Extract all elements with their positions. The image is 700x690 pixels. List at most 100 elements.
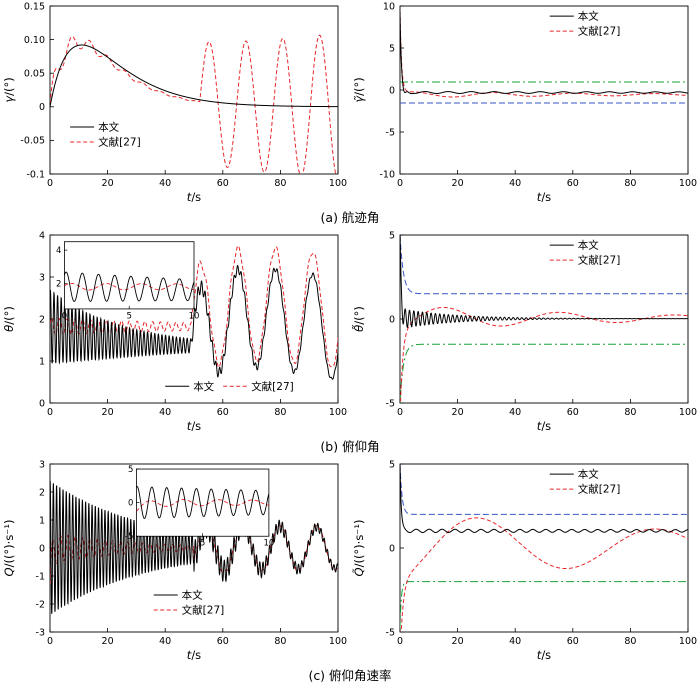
plot-theta: 0 20 40 60 80 100 0 1 2 3 4 t/s θ/(°) 0 5 10 2 4 本文 文献[27] xyxy=(0,229,350,437)
svg-text:100: 100 xyxy=(679,178,697,189)
svg-text:0.10: 0.10 xyxy=(24,35,45,46)
figure-row-pitch-angle: 0 20 40 60 80 100 0 1 2 3 4 t/s θ/(°) 0 5 10 2 4 本文 文献[27] … xyxy=(0,229,700,458)
svg-text:0: 0 xyxy=(397,636,403,647)
svg-text:2: 2 xyxy=(39,314,45,325)
svg-text:t/s: t/s xyxy=(187,419,201,433)
svg-text:0: 0 xyxy=(47,407,53,418)
svg-text:t/s: t/s xyxy=(187,648,201,662)
svg-text:γ̃/(°): γ̃/(°) xyxy=(352,77,366,102)
svg-text:5: 5 xyxy=(389,43,395,54)
svg-text:20: 20 xyxy=(452,636,464,647)
svg-text:3: 3 xyxy=(39,272,45,283)
svg-text:0.15: 0.15 xyxy=(24,1,45,12)
svg-text:10: 10 xyxy=(263,539,274,549)
svg-text:100: 100 xyxy=(329,636,347,647)
svg-text:10: 10 xyxy=(189,311,200,321)
svg-text:t/s: t/s xyxy=(187,190,201,204)
svg-text:10: 10 xyxy=(383,1,395,12)
svg-text:60: 60 xyxy=(217,178,229,189)
svg-text:40: 40 xyxy=(509,636,521,647)
svg-text:0: 0 xyxy=(39,543,45,554)
svg-text:4: 4 xyxy=(39,230,45,241)
svg-text:100: 100 xyxy=(329,407,347,418)
svg-text:5: 5 xyxy=(126,311,131,321)
row-caption-c: (c) 俯仰角速率 xyxy=(308,668,392,683)
svg-text:-2: -2 xyxy=(36,599,45,610)
svg-text:t/s: t/s xyxy=(537,419,551,433)
svg-text:γ/(°): γ/(°) xyxy=(2,77,16,102)
svg-text:文献[27]: 文献[27] xyxy=(98,136,141,149)
svg-text:t/s: t/s xyxy=(537,648,551,662)
svg-text:0: 0 xyxy=(397,178,403,189)
svg-text:文献[27]: 文献[27] xyxy=(251,380,294,393)
svg-text:文献[27]: 文献[27] xyxy=(578,254,621,267)
svg-text:0: 0 xyxy=(47,636,53,647)
svg-text:本文: 本文 xyxy=(578,468,599,481)
svg-text:0: 0 xyxy=(39,398,45,409)
plot-gamma-error: 0 20 40 60 80 100 -10 -5 0 5 10 t/s γ̃/(°) 本文 文献[27] xyxy=(350,0,700,208)
svg-text:本文: 本文 xyxy=(578,239,599,252)
svg-text:80: 80 xyxy=(274,178,286,189)
svg-text:80: 80 xyxy=(274,636,286,647)
svg-text:2: 2 xyxy=(56,280,61,290)
svg-text:5: 5 xyxy=(128,465,133,475)
svg-text:5: 5 xyxy=(200,539,205,549)
svg-text:-5: -5 xyxy=(386,398,395,409)
svg-text:0: 0 xyxy=(62,311,67,321)
svg-text:60: 60 xyxy=(567,636,579,647)
svg-text:-3: -3 xyxy=(36,627,45,638)
svg-text:0: 0 xyxy=(39,102,45,113)
svg-text:Q̃/((°)·s⁻¹): Q̃/((°)·s⁻¹) xyxy=(352,520,366,577)
svg-text:θ/(°): θ/(°) xyxy=(2,306,16,332)
svg-text:5: 5 xyxy=(389,459,395,470)
figure-row-pitch-rate: 0 20 40 60 80 100 -3 -2 -1 0 1 2 3 t/s Q/((°)·s⁻¹) 5 10 -… xyxy=(0,458,700,687)
svg-text:20: 20 xyxy=(452,178,464,189)
svg-text:20: 20 xyxy=(102,178,114,189)
svg-text:60: 60 xyxy=(567,407,579,418)
svg-text:40: 40 xyxy=(509,407,521,418)
svg-text:本文: 本文 xyxy=(578,10,599,23)
svg-text:40: 40 xyxy=(159,636,171,647)
svg-text:-0.05: -0.05 xyxy=(20,136,45,147)
svg-text:100: 100 xyxy=(679,636,697,647)
svg-text:80: 80 xyxy=(624,407,636,418)
svg-text:40: 40 xyxy=(509,178,521,189)
chart-canvas: 0 20 40 60 80 100 -0.1 -0.05 0 0.05 0.10 0.15 t/s γ/(… xyxy=(2,1,347,204)
svg-text:Q/((°)·s⁻¹): Q/((°)·s⁻¹) xyxy=(2,520,16,577)
plot-gamma: 0 20 40 60 80 100 -0.1 -0.05 0 0.05 0.10 0.15 t/s γ/(… xyxy=(0,0,350,208)
svg-text:80: 80 xyxy=(624,178,636,189)
plot-theta-error: 0 20 40 60 80 100 -5 0 5 t/s θ̃/(°) 本文 文献[27] xyxy=(350,229,700,437)
svg-text:-5: -5 xyxy=(386,127,395,138)
svg-text:60: 60 xyxy=(217,407,229,418)
svg-text:20: 20 xyxy=(102,407,114,418)
svg-text:40: 40 xyxy=(159,407,171,418)
chart-canvas: 0 20 40 60 80 100 -3 -2 -1 0 1 2 3 t/s Q/((°)·s⁻¹) 5 10 -… xyxy=(2,459,347,662)
svg-text:3: 3 xyxy=(39,459,45,470)
svg-text:4: 4 xyxy=(56,246,61,256)
svg-text:t/s: t/s xyxy=(537,190,551,204)
svg-text:20: 20 xyxy=(452,407,464,418)
svg-text:60: 60 xyxy=(567,178,579,189)
plot-q: 0 20 40 60 80 100 -3 -2 -1 0 1 2 3 t/s Q/((°)·s⁻¹) 5 10 -… xyxy=(0,458,350,666)
svg-text:1: 1 xyxy=(39,356,45,367)
svg-text:-10: -10 xyxy=(379,169,395,180)
svg-text:θ̃/(°): θ̃/(°) xyxy=(351,306,366,332)
svg-text:0: 0 xyxy=(389,85,395,96)
svg-text:100: 100 xyxy=(679,407,697,418)
plot-q-error: 0 20 40 60 80 100 -5 0 5 t/s Q̃/((°)·s⁻¹) 本文 文献[27] xyxy=(350,458,700,666)
svg-text:0.05: 0.05 xyxy=(24,69,45,80)
svg-text:0: 0 xyxy=(389,314,395,325)
chart-canvas: 0 20 40 60 80 100 0 1 2 3 4 t/s θ/(°) 0 5 10 2 4 本文 文献[27] xyxy=(2,230,347,433)
row-caption-a: (a) 航迹角 xyxy=(320,210,380,225)
svg-text:文献[27]: 文献[27] xyxy=(578,483,621,496)
svg-text:0: 0 xyxy=(128,499,133,509)
svg-text:-1: -1 xyxy=(36,571,45,582)
svg-text:本文: 本文 xyxy=(182,589,203,602)
svg-text:2: 2 xyxy=(39,487,45,498)
svg-text:0: 0 xyxy=(47,178,53,189)
svg-text:80: 80 xyxy=(624,636,636,647)
